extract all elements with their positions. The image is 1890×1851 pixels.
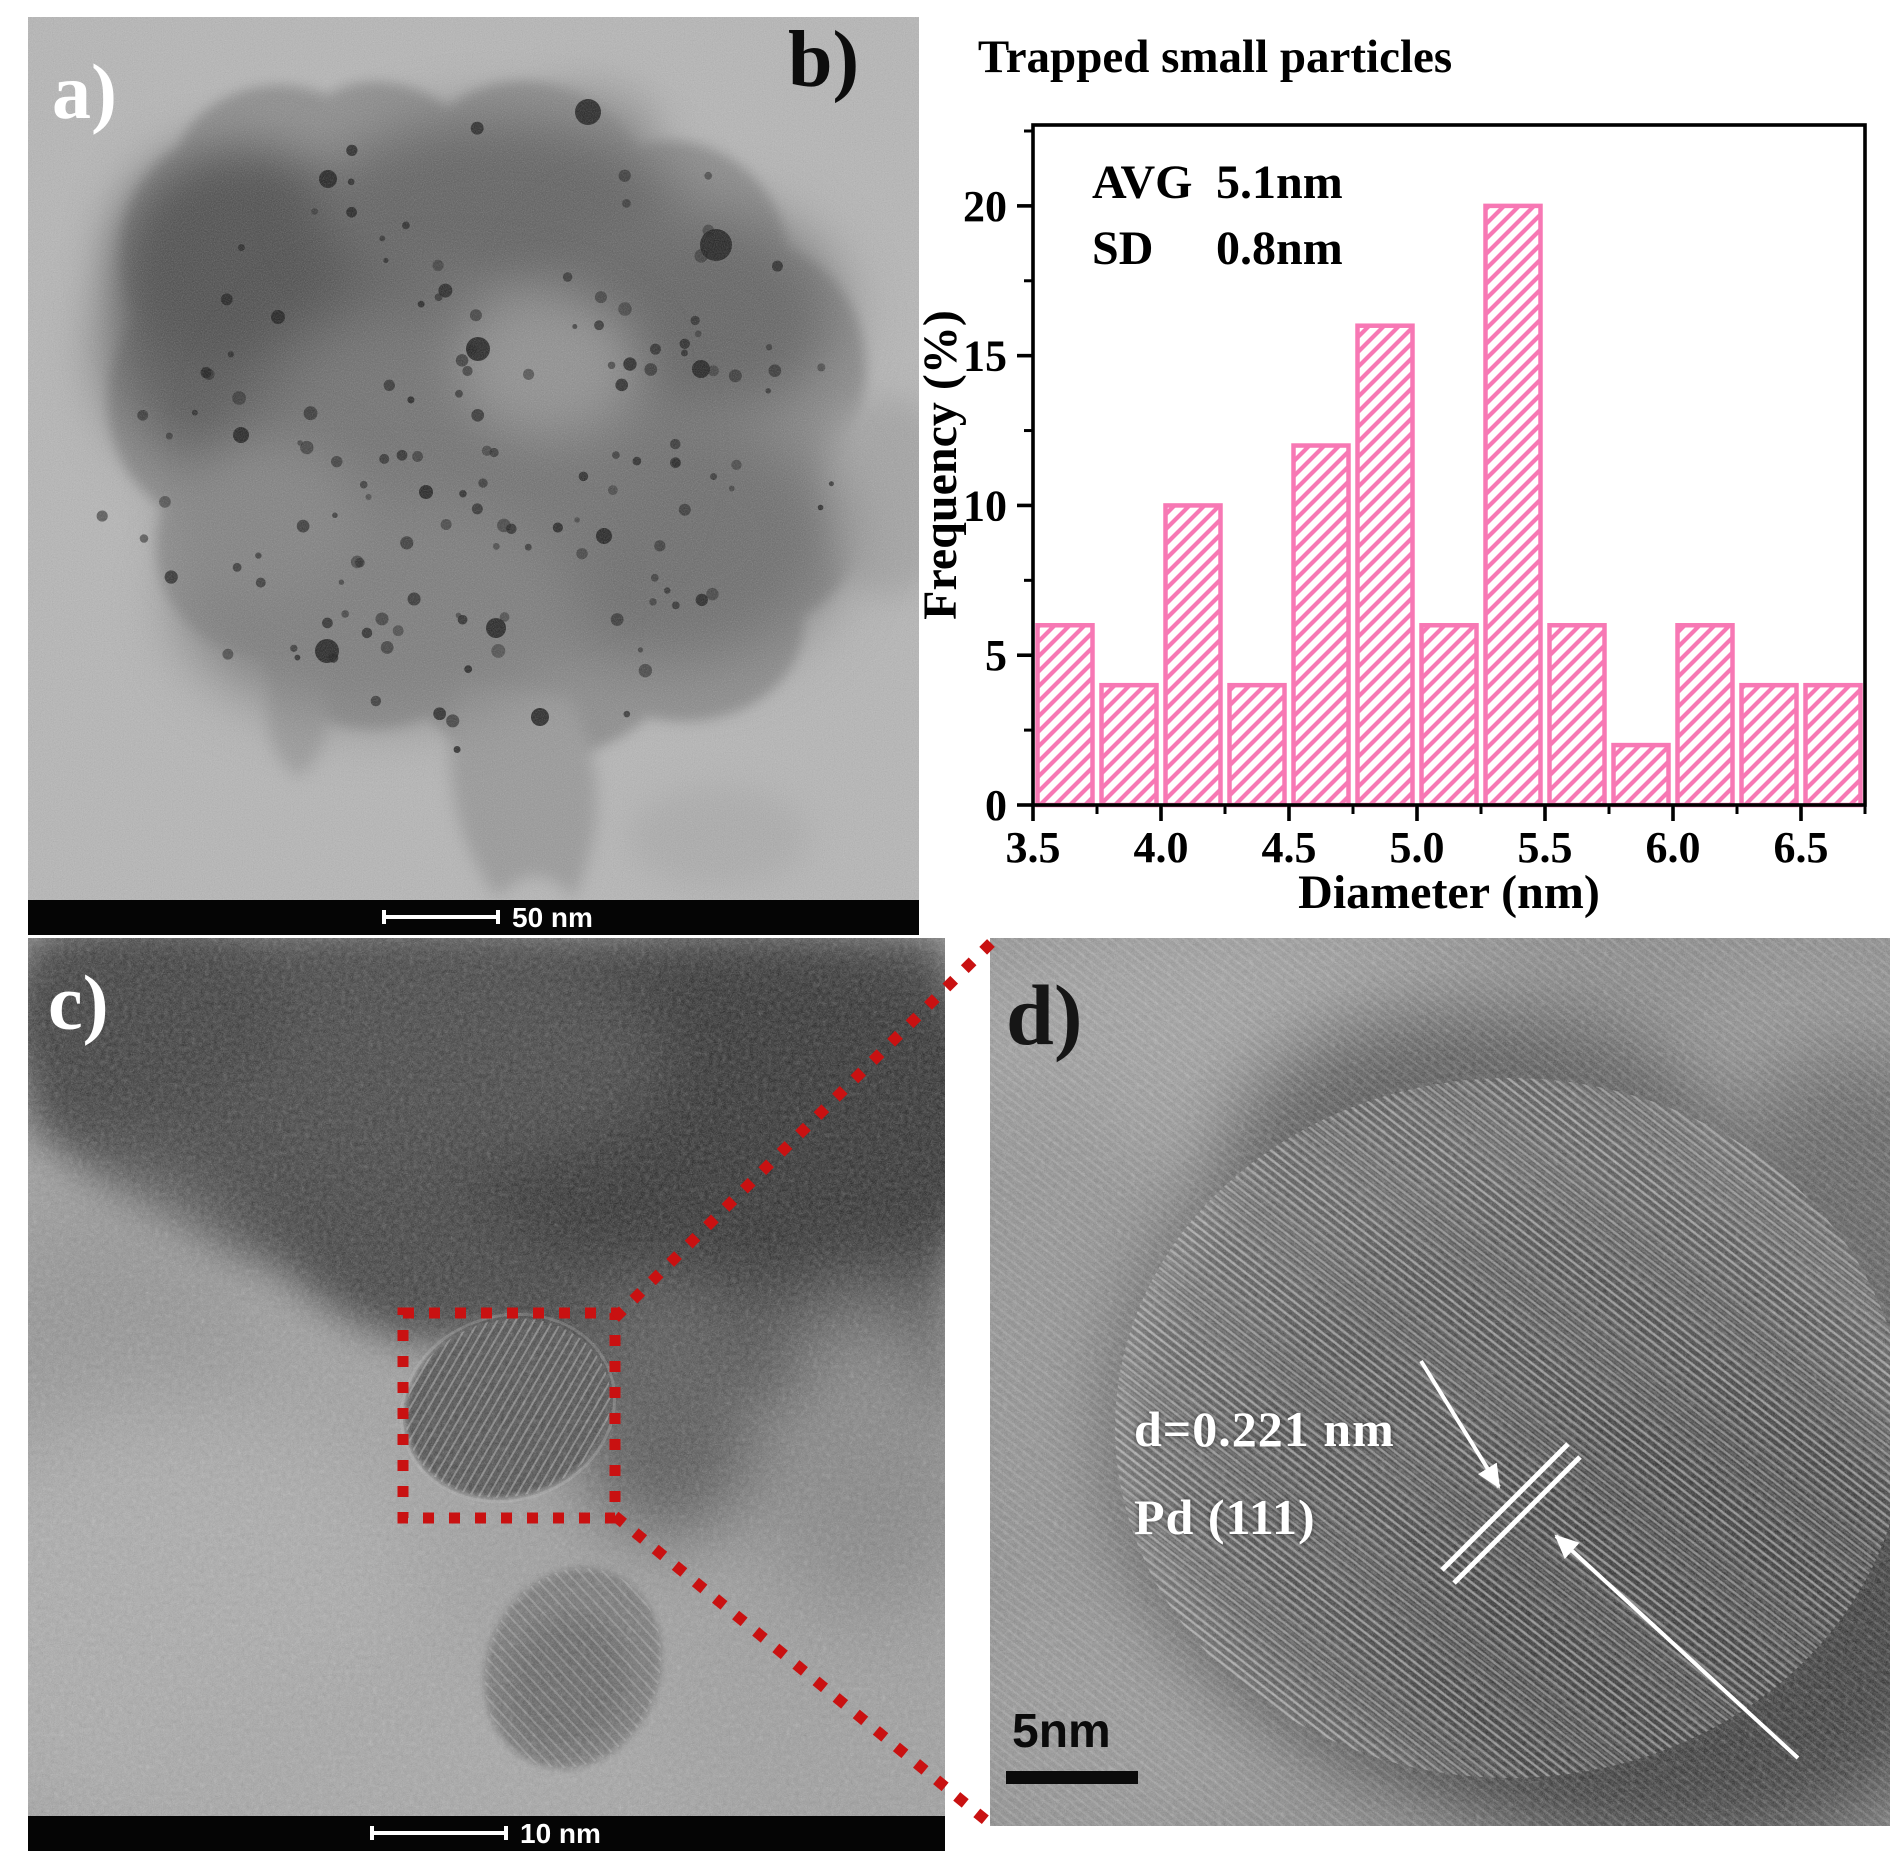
scalebar-band-c: 10 nm <box>28 1816 945 1851</box>
panel-a: a) 50 nm <box>28 17 919 935</box>
svg-text:5.5: 5.5 <box>1518 823 1573 872</box>
panel-label-b: b) <box>788 16 860 104</box>
svg-text:5: 5 <box>985 631 1007 680</box>
panel-label-c: c) <box>48 959 109 1046</box>
svg-text:10: 10 <box>963 481 1007 530</box>
svg-text:0.8nm: 0.8nm <box>1216 222 1343 275</box>
lattice-plane-text: Pd (111) <box>1134 1489 1316 1545</box>
panel-c: c) 10 nm <box>28 938 945 1851</box>
panel-d: d) d=0.221 nm Pd (111) 5nm <box>990 938 1890 1826</box>
svg-text:0: 0 <box>985 781 1007 830</box>
svg-text:AVG: AVG <box>1092 156 1192 209</box>
scalebar-band-a: 50 nm <box>28 900 919 935</box>
d-spacing-text: d=0.221 nm <box>1134 1401 1395 1457</box>
svg-text:5.0: 5.0 <box>1390 823 1445 872</box>
hrtem-image-c <box>28 938 945 1851</box>
panel-label-a: a) <box>52 48 117 135</box>
svg-text:15: 15 <box>963 332 1007 381</box>
scalebar-text-50nm: 50 nm <box>512 902 593 933</box>
svg-text:5.1nm: 5.1nm <box>1216 156 1343 209</box>
svg-text:4.0: 4.0 <box>1134 823 1189 872</box>
panel-b: b) Trapped small particles 3.5 4.0 4.5 5.0 5… <box>780 0 1890 938</box>
svg-text:6.5: 6.5 <box>1774 823 1829 872</box>
particle-size-histogram: 3.5 4.0 4.5 5.0 5.5 6.0 6.5 0 5 10 15 20 Frequency (… <box>914 123 1867 919</box>
scalebar-line-50nm <box>382 910 500 924</box>
svg-text:Frequency (%): Frequency (%) <box>914 310 967 620</box>
scalebar-line-10nm <box>370 1826 508 1840</box>
svg-text:20: 20 <box>963 182 1007 231</box>
scalebar-text-10nm: 10 nm <box>520 1818 601 1849</box>
panel-label-d: d) <box>1006 967 1083 1063</box>
svg-text:Diameter (nm): Diameter (nm) <box>1298 866 1600 919</box>
chart-title: Trapped small particles <box>977 31 1453 83</box>
hrtem-image-d <box>990 938 1890 1826</box>
tem-overview-image <box>28 17 919 935</box>
scalebar-text-5nm: 5nm <box>1012 1705 1111 1758</box>
svg-text:6.0: 6.0 <box>1646 823 1701 872</box>
svg-text:4.5: 4.5 <box>1262 823 1317 872</box>
scalebar-line-5nm <box>1006 1771 1138 1784</box>
svg-text:3.5: 3.5 <box>1006 823 1061 872</box>
svg-text:SD: SD <box>1092 222 1153 275</box>
